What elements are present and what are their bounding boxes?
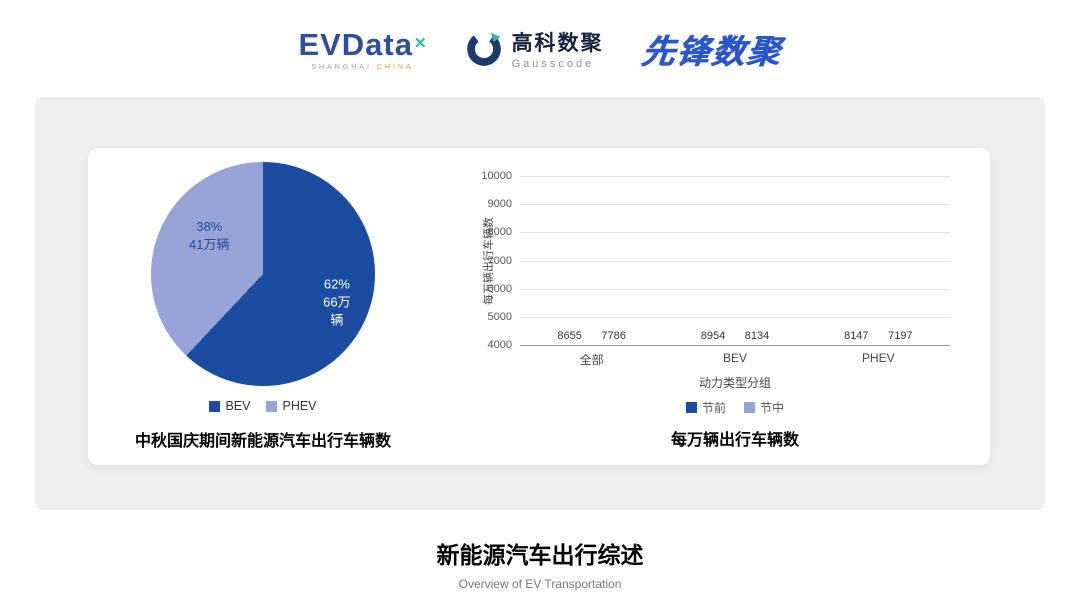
gridline bbox=[520, 232, 950, 234]
gausscode-icon bbox=[466, 31, 501, 66]
page-title: 新能源汽车出行综述 bbox=[436, 542, 644, 568]
charts-card: 38% 41万辆 62% 66万辆 BEV PHEV 中秋国庆期间新能源汽车 bbox=[88, 148, 990, 465]
header: EVData✕ SHANGHAI CHINA 高科数聚 Gausscode 先锋… bbox=[0, 0, 1080, 97]
gausscode-text: 高科数聚 Gausscode bbox=[512, 27, 604, 70]
x-tick-label: PHEV bbox=[861, 351, 895, 365]
xianfeng-logo: 先锋数聚 bbox=[638, 32, 784, 70]
bar-legend: 节前 节中 bbox=[464, 399, 964, 416]
bar-value-label: 7197 bbox=[888, 330, 913, 342]
evdata-sub-left: SHANGHAI bbox=[311, 63, 372, 71]
x-tick-label: BEV bbox=[722, 351, 747, 365]
x-tick-label: 全部 bbox=[579, 353, 604, 367]
bar-chart-title: 每万辆出行车辆数 bbox=[670, 432, 799, 449]
gridline bbox=[520, 316, 950, 318]
y-tick-label: 10000 bbox=[481, 170, 512, 182]
legend-swatch-mid bbox=[744, 402, 755, 413]
gausscode-logo: 高科数聚 Gausscode bbox=[465, 27, 604, 70]
legend-swatch-phev bbox=[266, 400, 278, 412]
y-tick-label: 7000 bbox=[487, 254, 512, 267]
x-axis-title: 动力类型分组 bbox=[698, 376, 771, 390]
legend-label-phev: PHEV bbox=[282, 399, 317, 413]
pie-chart-title: 中秋国庆期间新能源汽车出行车辆数 bbox=[134, 433, 391, 450]
pie bbox=[151, 162, 375, 386]
pie-legend: BEV PHEV bbox=[209, 399, 317, 413]
pie-bev-percent: 62% bbox=[323, 276, 350, 292]
evdata-logo: EVData✕ SHANGHAI CHINA bbox=[298, 27, 426, 71]
bar-chart: 每万辆出行车辆数 4000 5000 6000 7000 8000 9000 10000 86… bbox=[464, 170, 964, 351]
bar-value-label: 8147 bbox=[844, 330, 869, 342]
gausscode-cn-label: 高科数聚 bbox=[511, 32, 604, 55]
bar-section: 每万辆出行车辆数 4000 5000 6000 7000 8000 9000 10000 86… bbox=[438, 148, 990, 465]
evdata-logo-subtext: SHANGHAI CHINA bbox=[298, 64, 426, 71]
evdata-x-icon: ✕ bbox=[413, 35, 427, 53]
y-tick-label: 4000 bbox=[487, 339, 512, 351]
bar-value-label: 8655 bbox=[557, 330, 582, 342]
y-tick-label: 5000 bbox=[487, 310, 512, 323]
legend-item-pre: 节前 bbox=[685, 399, 726, 416]
gridline bbox=[520, 288, 950, 290]
gridline bbox=[520, 176, 950, 177]
bar-groups: 8655 7786 8954 8134 8147 7197 bbox=[520, 176, 950, 345]
legend-item-phev: PHEV bbox=[266, 399, 317, 413]
pie-phev-value: 41万辆 bbox=[189, 236, 230, 252]
pie-phev-percent: 38% bbox=[196, 218, 223, 234]
legend-label-pre: 节前 bbox=[701, 401, 726, 415]
evdata-logo-text: EVData bbox=[298, 26, 413, 62]
gridline bbox=[520, 204, 950, 206]
legend-swatch-bev bbox=[209, 400, 221, 412]
pie-bev-value: 66万辆 bbox=[323, 295, 351, 329]
gridline bbox=[520, 260, 950, 262]
legend-label-mid: 节中 bbox=[760, 401, 785, 415]
y-tick-label: 9000 bbox=[487, 198, 512, 211]
charts-panel: 38% 41万辆 62% 66万辆 BEV PHEV 中秋国庆期间新能源汽车 bbox=[35, 97, 1045, 510]
pie-slice-label-bev: 62% 66万辆 bbox=[318, 276, 356, 331]
bar-value-label: 7786 bbox=[601, 330, 626, 342]
y-tick-label: 6000 bbox=[487, 282, 512, 295]
evdata-logo-row: EVData✕ bbox=[298, 27, 426, 63]
evdata-sub-right: CHINA bbox=[376, 63, 414, 71]
bar-value-label: 8954 bbox=[700, 330, 726, 342]
legend-item-bev: BEV bbox=[209, 399, 250, 413]
gausscode-en-label: Gausscode bbox=[511, 58, 595, 70]
legend-swatch-pre bbox=[685, 402, 697, 413]
legend-item-mid: 节中 bbox=[744, 399, 784, 416]
category-row: 全部 BEV PHEV bbox=[464, 351, 964, 368]
page-subtitle: Overview of EV Transportation bbox=[458, 577, 622, 591]
pie-section: 38% 41万辆 62% 66万辆 BEV PHEV 中秋国庆期间新能源汽车 bbox=[88, 148, 438, 465]
y-tick-label: 8000 bbox=[487, 226, 512, 239]
pie-slice-label-phev: 38% 41万辆 bbox=[189, 218, 229, 254]
footer: 新能源汽车出行综述 Overview of EV Transportation bbox=[0, 536, 1080, 591]
bar-value-label: 8134 bbox=[744, 330, 770, 342]
bar-plot: 4000 5000 6000 7000 8000 9000 10000 8655 7786 895… bbox=[481, 170, 950, 351]
pie-chart: 38% 41万辆 62% 66万辆 bbox=[151, 162, 375, 386]
legend-label-bev: BEV bbox=[225, 399, 251, 413]
